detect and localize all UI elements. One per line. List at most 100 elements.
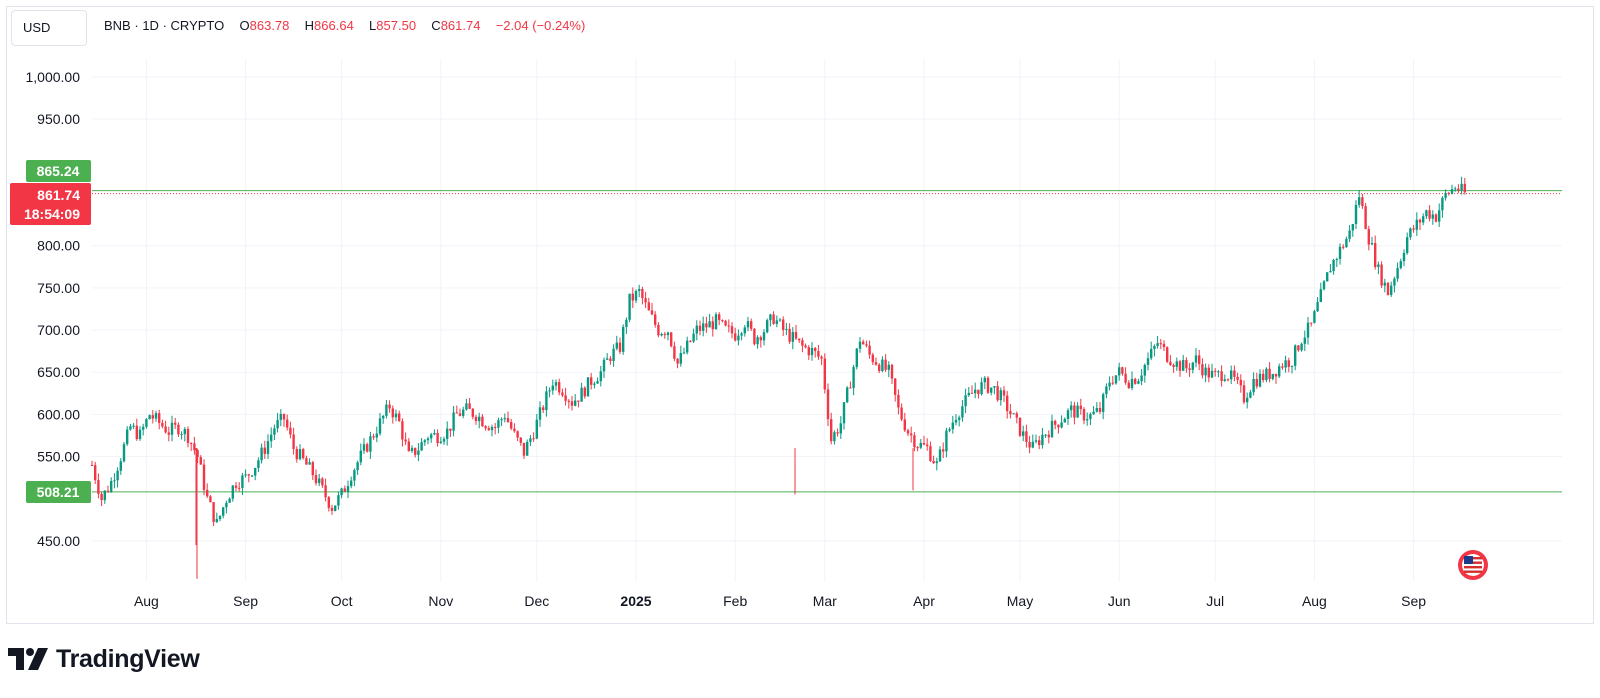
candle-body [1310,322,1313,324]
candle-body [1098,408,1102,412]
candle-body [759,337,762,341]
candle-body [615,342,618,349]
candle-body [1041,434,1044,446]
candle-body [433,433,436,435]
tradingview-logo[interactable]: TradingView [8,643,200,675]
candle-body [202,464,206,490]
candle-body [145,419,148,427]
candle-body [430,434,433,439]
candle-body [222,507,225,516]
horizontal-levels[interactable] [92,190,1562,493]
candle-body [676,358,679,364]
candle-body [100,493,103,501]
candle-body [865,344,868,346]
candle-body [612,348,615,361]
candle-body [273,428,276,435]
candle-body [353,470,356,481]
candle-body [388,404,391,409]
candle-body [497,420,500,428]
high-label: H [304,18,315,33]
candle-body [302,449,305,459]
candle-body [1358,197,1361,205]
candle-body [119,461,122,471]
interval-label[interactable]: 1D [142,18,159,33]
candle-body [311,462,314,476]
separator-2: · [162,18,167,33]
low-value: 857.50 [376,18,417,33]
candle-body [1316,302,1319,312]
candle-body [644,298,647,303]
candle-body [810,347,814,356]
candle-body [1322,281,1326,290]
candle-body [1354,204,1358,225]
candle-body [654,314,657,325]
candle-body [692,333,695,342]
candle-body [798,338,801,341]
us-flag-icon[interactable] [1458,550,1488,580]
candle-body [234,485,238,488]
candle-body [330,507,334,511]
candle-body [1242,385,1246,403]
candle-body [913,435,916,448]
candle-body [446,428,449,439]
candle-body [151,415,154,419]
candle-body [596,381,599,384]
candle-body [766,320,769,333]
candle-body [1284,360,1287,368]
candle-body [369,436,372,452]
candle-body [404,439,407,442]
candle-body [478,416,481,422]
candle-body [452,412,455,431]
last-price-tag: 861.74 18:54:09 [10,183,91,225]
candle-body [1457,188,1460,191]
candle-body [487,428,490,431]
currency-selector[interactable]: USD [11,10,87,46]
candle-body [519,437,522,443]
candle-body [1156,343,1159,347]
x-tick-label: Aug [1302,593,1327,609]
candle-body [257,460,260,468]
candle-body [1207,367,1210,378]
candle-body [474,416,478,422]
candle-body [1169,361,1172,365]
candle-body [196,450,199,458]
x-tick-label: Mar [813,593,837,609]
candle-body [663,333,666,336]
candle-body [1409,228,1412,238]
y-tick-label: 450.00 [37,533,80,549]
candle-body [1281,366,1284,368]
candle-body [926,444,929,447]
candle-body [1377,264,1380,268]
candle-body [769,314,772,321]
candle-body [250,475,254,477]
candle-body [718,314,721,321]
candle-body [164,426,167,433]
symbol-name[interactable]: BNB [104,18,131,33]
candle-body [1364,206,1367,230]
candle-body [458,413,462,416]
candle-body [1406,237,1409,253]
candle-body [1265,368,1268,381]
candle-body [702,323,705,331]
candle-body [1015,413,1018,418]
candle-body [1345,238,1348,248]
candle-body [1415,219,1418,230]
candle-body [874,362,878,365]
candle-body [794,331,798,339]
candle-body [228,498,231,503]
candle-body [580,387,583,402]
candle-body [401,421,404,440]
candle-body [846,387,849,403]
candle-body [356,462,359,471]
candle-body [903,419,906,431]
candle-body [1025,431,1028,442]
candle-body [1108,382,1111,387]
candle-body [209,496,212,503]
candle-body [935,461,938,464]
candle-body [535,419,538,439]
candle-body [1028,441,1031,448]
close-value: 861.74 [440,18,481,33]
candle-body [922,442,926,445]
y-tick-label: 1,000.00 [26,69,81,85]
